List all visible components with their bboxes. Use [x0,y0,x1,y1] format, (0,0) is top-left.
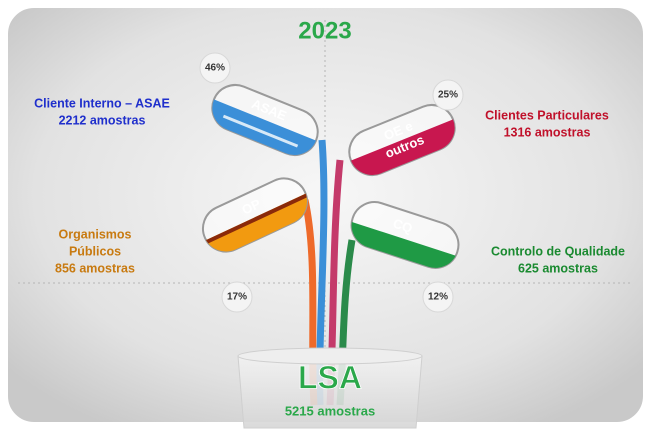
source-samples: 1316 amostras [504,125,591,139]
share: 46% [205,63,225,74]
source-samples: 856 amostras [55,261,135,275]
source-samples: 2212 amostras [59,113,146,127]
share-badge [221,281,253,313]
source-samples: 625 amostras [518,261,598,275]
share-badge [199,52,231,84]
source-name: Clientes Particulares [485,108,609,122]
source-name: Controlo de Qualidade [491,244,625,258]
tube-label: CQ [391,216,414,236]
tube-label: OP [239,196,263,218]
total-samples: 5215 amostras [285,403,375,418]
source-name: Cliente Interno – ASAE [34,96,170,110]
total-name: LSA [298,359,362,395]
bowl-rim [237,347,423,365]
share: 17% [227,292,247,303]
tube: OP [201,177,315,260]
share-badge [422,281,454,313]
share-badge [432,79,464,111]
tube: OE e outros [346,104,462,182]
share: 12% [428,292,448,303]
share: 25% [438,90,458,101]
source-name: Públicos [69,244,121,258]
title: 2023 [298,17,351,44]
source-name: Organismos [59,227,132,241]
tube: ASAE [205,84,321,162]
